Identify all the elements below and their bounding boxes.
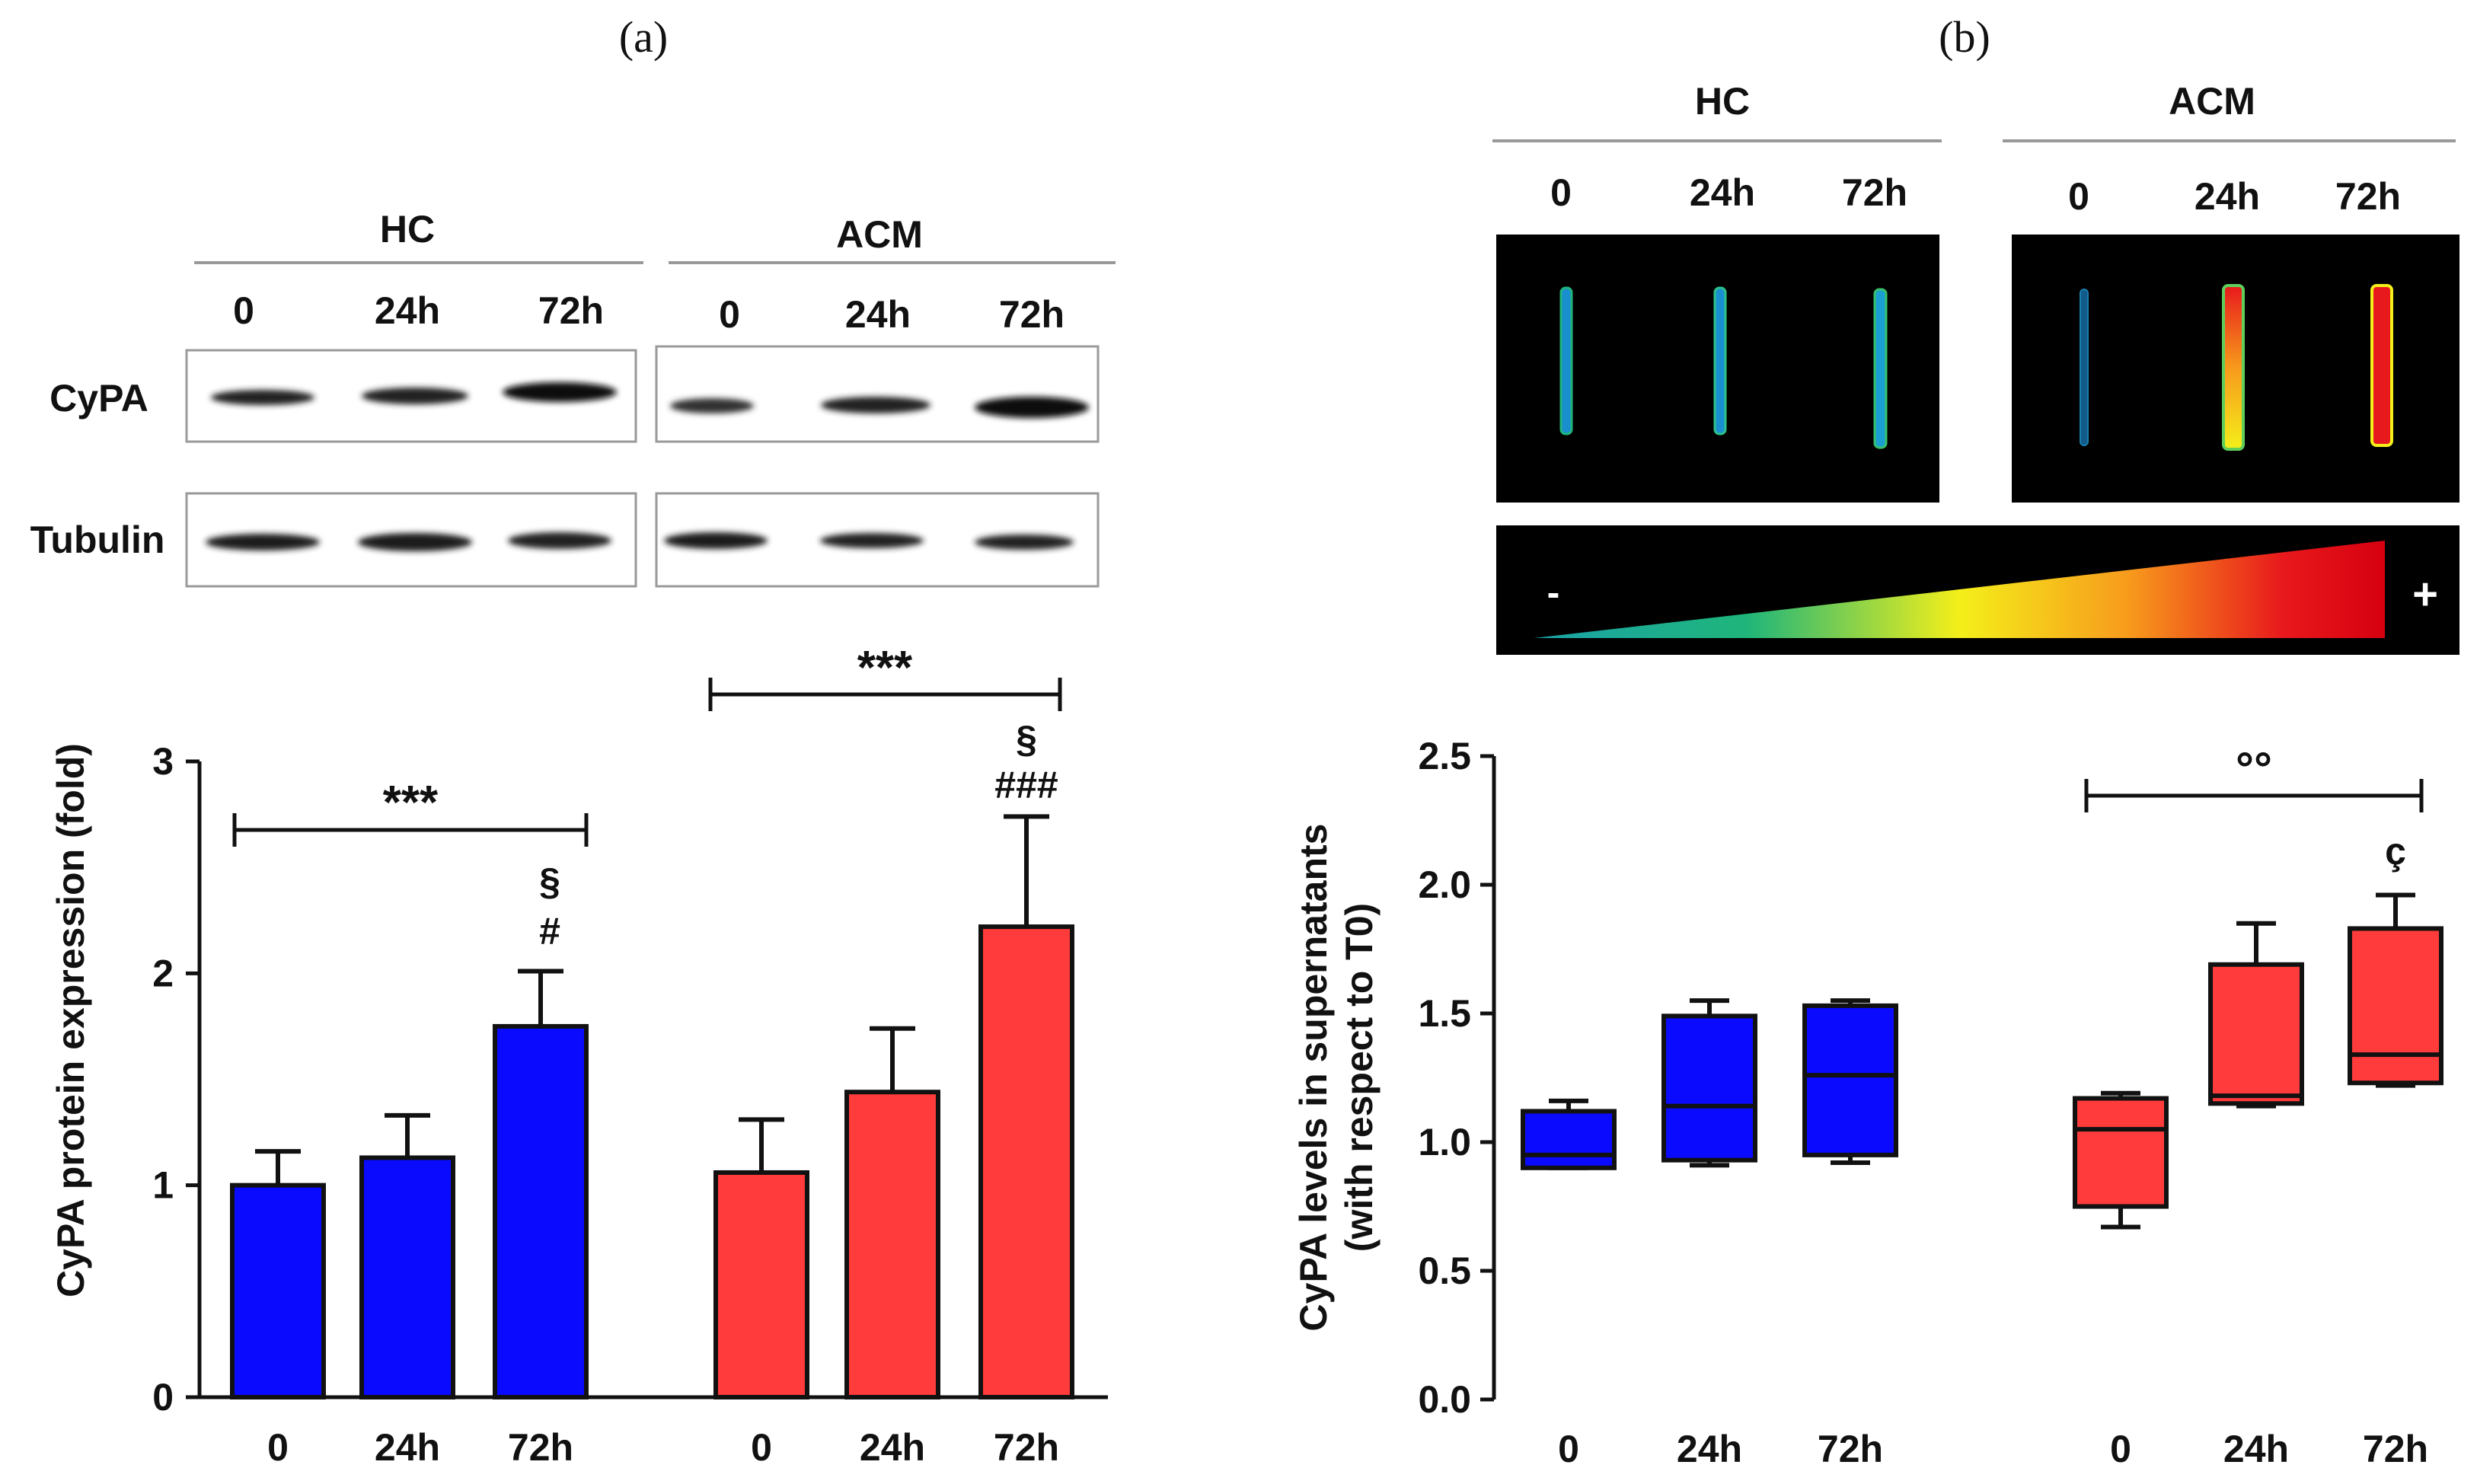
- blot-frame-cypa-acm: [655, 345, 1100, 443]
- box-y-tick-label: 1.5: [1418, 992, 1471, 1035]
- box-acm-72h: [2348, 926, 2443, 1086]
- bar-acm-significance: ***: [857, 642, 913, 694]
- box-y-tick-label: 2.0: [1418, 863, 1471, 906]
- heat-time-acm-24h: 24h: [2195, 175, 2260, 218]
- box-acm-0: [2073, 1096, 2169, 1209]
- box-x-tick-label: 24h: [1677, 1428, 1742, 1470]
- heat-time-hc-0: 0: [1550, 171, 1572, 214]
- heat-band-hc-72h: [1873, 288, 1888, 449]
- heat-band-hc-0: [1559, 286, 1573, 436]
- bar-x-tick-label: 0: [267, 1426, 289, 1469]
- box-y-tick-label: 1.0: [1418, 1121, 1471, 1163]
- heat-time-hc-72h: 72h: [1842, 171, 1907, 214]
- bar-acm-72h: [978, 924, 1074, 1399]
- heat-band-acm-72h: [2370, 284, 2393, 447]
- blot-hc-label: HC: [380, 208, 435, 251]
- box-chart-ylabel-line2: (with respect to T0): [1338, 903, 1381, 1252]
- blot-time-hc-0: 0: [233, 289, 254, 332]
- blot-time-acm-0: 0: [719, 293, 740, 336]
- box-chart-ylabel-line1: CyPA levels in supernatants: [1292, 824, 1335, 1332]
- band-tubulin-acm-72h: [975, 535, 1074, 550]
- band-tubulin-hc-72h: [508, 532, 611, 549]
- blot-time-acm-24h: 24h: [845, 293, 911, 336]
- bar-hc-0: [230, 1182, 326, 1399]
- panel-b-label: (b): [1939, 12, 1990, 62]
- bar-x-tick-label: 24h: [860, 1426, 925, 1469]
- bar-hc-72h-mark-section: §: [539, 860, 560, 903]
- heat-time-acm-0: 0: [2068, 175, 2089, 218]
- heat-scale-max: +: [2412, 570, 2438, 619]
- box-x-tick-label: 0: [1558, 1428, 1579, 1470]
- box-y-tick-label: 2.5: [1418, 735, 1471, 777]
- bar-chart: CyPA protein expression (fold) 0 1 2 3 0 24h 7…: [49, 642, 1108, 1469]
- bar-hc-24h: [359, 1155, 455, 1399]
- box-chart: CyPA levels in supernatants (with respec…: [1292, 735, 2443, 1470]
- bar-x-tick-label: 72h: [508, 1426, 573, 1469]
- box-y-tick-label: 0.0: [1418, 1378, 1471, 1421]
- band-tubulin-hc-0: [206, 534, 320, 551]
- heat-time-hc-24h: 24h: [1690, 171, 1755, 214]
- western-blot: HC ACM 0 24h 72h 0 24h 72h CyPA Tubulin: [30, 208, 1116, 588]
- box-y-tick-label: 0.5: [1418, 1249, 1471, 1292]
- bar-acm-24h: [844, 1090, 940, 1399]
- bar-y-tick-label: 3: [152, 740, 174, 783]
- band-tubulin-hc-24h: [358, 533, 472, 551]
- blot-acm-label: ACM: [836, 213, 923, 256]
- band-cypa-hc-24h: [362, 388, 468, 404]
- panel-a-label: (a): [619, 12, 668, 62]
- heat-hc-label: HC: [1695, 80, 1750, 123]
- heat-band-acm-0: [2080, 289, 2089, 446]
- heat-band-acm-24h: [2222, 284, 2245, 451]
- bar-y-tick-label: 2: [152, 952, 174, 994]
- blot-row-tubulin: Tubulin: [30, 519, 165, 561]
- band-cypa-acm-0: [670, 398, 754, 413]
- box-x-tick-label: 72h: [1818, 1428, 1883, 1470]
- box-x-tick-label: 72h: [2363, 1428, 2428, 1470]
- box-acm-24h: [2208, 962, 2304, 1106]
- box-acm-72h-mark: ç: [2385, 830, 2406, 873]
- bar-acm-0: [713, 1170, 809, 1399]
- bar-hc-72h: [493, 1023, 589, 1399]
- band-cypa-hc-0: [211, 390, 314, 405]
- bar-y-tick-label: 0: [152, 1376, 174, 1419]
- bar-hc-72h-mark-hash: #: [539, 910, 560, 953]
- bar-y-tick-label: 1: [152, 1164, 174, 1207]
- band-tubulin-acm-24h: [820, 533, 924, 548]
- bar-chart-ylabel: CyPA protein expression (fold): [49, 743, 92, 1297]
- box-x-tick-label: 0: [2110, 1428, 2131, 1470]
- blot-time-acm-72h: 72h: [999, 293, 1065, 336]
- band-tubulin-acm-0: [664, 532, 768, 549]
- heat-scale-gradient: [1534, 541, 2385, 638]
- band-cypa-hc-72h: [503, 382, 617, 402]
- bar-acm-72h-mark-section: §: [1016, 718, 1037, 761]
- heat-acm-label: ACM: [2169, 80, 2255, 123]
- bar-x-tick-label: 0: [751, 1426, 772, 1469]
- box-hc-24h: [1661, 1013, 1757, 1163]
- bar-x-tick-label: 24h: [375, 1426, 440, 1469]
- bar-x-tick-label: 72h: [994, 1426, 1059, 1469]
- blot-row-cypa: CyPA: [49, 377, 148, 420]
- box-x-tick-label: 24h: [2223, 1428, 2289, 1470]
- heat-scale-min: -: [1547, 571, 1560, 614]
- heat-band-hc-24h: [1713, 286, 1727, 436]
- band-cypa-acm-72h: [975, 397, 1089, 418]
- box-hc-0: [1521, 1109, 1617, 1170]
- bar-acm-72h-mark-hash: ###: [994, 764, 1058, 806]
- bar-hc-significance: ***: [383, 777, 439, 829]
- heat-time-acm-72h: 72h: [2335, 175, 2401, 218]
- band-cypa-acm-24h: [821, 397, 930, 413]
- blot-time-hc-24h: 24h: [375, 289, 440, 332]
- heatmap-blot: HC ACM 0 24h 72h 0 24h 72h - +: [1492, 80, 2459, 655]
- box-hc-72h: [1802, 1003, 1898, 1157]
- box-acm-significance: °°: [2236, 743, 2272, 794]
- blot-time-hc-72h: 72h: [538, 289, 604, 332]
